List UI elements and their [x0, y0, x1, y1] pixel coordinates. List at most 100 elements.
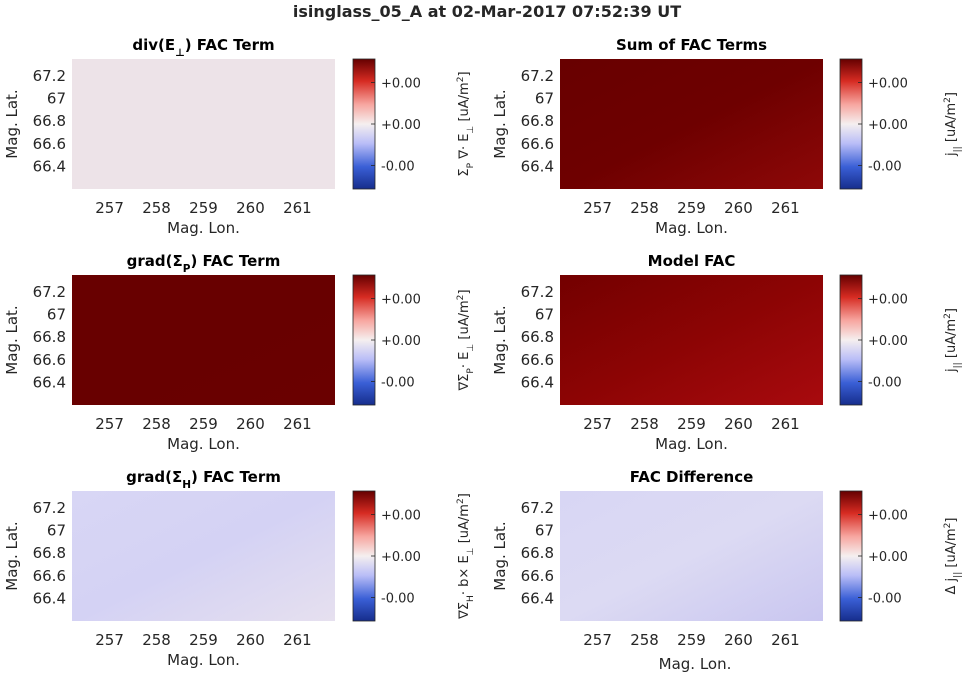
colorbar-label: ∇ΣH· b× E⊥ [uA/m2] — [456, 493, 476, 620]
x-tick-label: 258 — [630, 631, 659, 649]
x-tick-label: 259 — [189, 415, 218, 433]
y-tick-label: 66.6 — [33, 351, 66, 369]
colorbar-tick-label: +0.00 — [868, 550, 908, 565]
x-tick-label: 260 — [724, 631, 753, 649]
colorbar-tick-label: +0.00 — [868, 76, 908, 91]
panel-title: grad(ΣH) FAC Term — [126, 468, 281, 491]
colorbar-tick-label: -0.00 — [381, 160, 415, 175]
colorbar-tick-label: +0.00 — [381, 550, 421, 565]
x-tick-label: 261 — [283, 199, 312, 217]
y-tick-label: 66.8 — [521, 544, 554, 562]
y-tick-label: 67.2 — [33, 283, 66, 301]
y-tick-label: 67.2 — [33, 67, 66, 85]
x-axis-label: Mag. Lon. — [167, 435, 240, 453]
x-axis-label: Mag. Lon. — [655, 219, 728, 237]
x-tick-label: 259 — [677, 199, 706, 217]
y-tick-label: 67.2 — [33, 499, 66, 517]
heatmap-surface — [560, 491, 823, 621]
colorbar-tick-label: -0.00 — [381, 376, 415, 391]
y-axis-label: Mag. Lat. — [3, 305, 21, 374]
colorbar-tick-label: +0.00 — [381, 292, 421, 307]
heatmap-surface — [560, 59, 823, 189]
y-tick-label: 67.2 — [521, 67, 554, 85]
colorbar-tick-label: +0.00 — [868, 118, 908, 133]
y-axis-label: Mag. Lat. — [3, 89, 21, 158]
y-tick-label: 66.4 — [521, 373, 554, 391]
x-tick-label: 259 — [677, 415, 706, 433]
x-axis-label: Mag. Lon. — [167, 651, 240, 669]
y-tick-label: 66.6 — [521, 567, 554, 585]
y-tick-label: 67 — [47, 306, 66, 324]
y-tick-label: 67 — [47, 90, 66, 108]
y-axis-label: Mag. Lat. — [491, 89, 509, 158]
x-tick-label: 257 — [95, 415, 124, 433]
figure-title: isinglass_05_A at 02-Mar-2017 07:52:39 U… — [293, 2, 681, 21]
colorbar-tick-label: +0.00 — [868, 334, 908, 349]
x-tick-label: 261 — [283, 415, 312, 433]
panel-title: Model FAC — [648, 252, 736, 270]
x-tick-label: 260 — [236, 415, 265, 433]
colorbar-label: ∇ΣP· E⊥ [uA/m2] — [456, 289, 476, 391]
y-tick-label: 66.8 — [521, 328, 554, 346]
colorbar-tick-label: -0.00 — [868, 160, 902, 175]
y-tick-label: 66.8 — [521, 112, 554, 130]
panel-title: Sum of FAC Terms — [616, 36, 767, 54]
x-tick-label: 260 — [236, 631, 265, 649]
y-tick-label: 66.6 — [33, 567, 66, 585]
y-tick-label: 66.8 — [33, 112, 66, 130]
x-tick-label: 258 — [630, 199, 659, 217]
heatmap-surface — [560, 275, 823, 405]
y-tick-label: 66.8 — [33, 544, 66, 562]
x-tick-label: 257 — [95, 631, 124, 649]
panel-title: grad(ΣP) FAC Term — [127, 252, 281, 275]
x-tick-label: 261 — [771, 199, 800, 217]
panel-3: grad(ΣP) FAC Term 67.2 67 66.8 66.6 66.4 257 25… — [3, 252, 476, 453]
y-tick-label: 67 — [47, 522, 66, 540]
x-tick-label: 260 — [724, 415, 753, 433]
x-tick-label: 260 — [724, 199, 753, 217]
x-tick-label: 261 — [283, 631, 312, 649]
y-tick-label: 66.4 — [33, 157, 66, 175]
bottom-x-axis-label: Mag. Lon. — [659, 655, 732, 673]
y-tick-label: 67.2 — [521, 499, 554, 517]
y-tick-label: 66.4 — [33, 589, 66, 607]
colorbar-tick-label: +0.00 — [381, 76, 421, 91]
x-tick-label: 257 — [95, 199, 124, 217]
x-tick-label: 259 — [189, 631, 218, 649]
panel-2: Sum of FAC Terms 67.2 67 66.8 66.6 66.4 257 258… — [491, 36, 963, 237]
colorbar-label: Δ j|| [uA/m2] — [943, 517, 963, 594]
y-tick-label: 66.4 — [33, 373, 66, 391]
y-tick-label: 66.4 — [521, 589, 554, 607]
y-axis-label: Mag. Lat. — [3, 521, 21, 590]
x-tick-label: 257 — [583, 199, 612, 217]
colorbar-label: j|| [uA/m2] — [943, 308, 963, 373]
y-tick-label: 66.6 — [33, 135, 66, 153]
y-tick-label: 67 — [535, 90, 554, 108]
colorbar-tick-label: +0.00 — [381, 334, 421, 349]
x-tick-label: 258 — [142, 631, 171, 649]
y-tick-label: 66.8 — [33, 328, 66, 346]
colorbar-tick-label: -0.00 — [381, 592, 415, 607]
x-tick-label: 258 — [142, 199, 171, 217]
panel-4: Model FAC 67.2 67 66.8 66.6 66.4 257 258 259 260 2… — [491, 252, 963, 453]
y-tick-label: 67.2 — [521, 283, 554, 301]
x-tick-label: 259 — [677, 631, 706, 649]
y-axis-label: Mag. Lat. — [491, 305, 509, 374]
y-tick-label: 66.4 — [521, 157, 554, 175]
colorbar-tick-label: +0.00 — [868, 292, 908, 307]
heatmap-surface — [72, 491, 335, 621]
heatmap-surface — [72, 59, 335, 189]
x-tick-label: 257 — [583, 415, 612, 433]
panel-1: div(E⊥) FAC Term 67.2 67 66.8 66.6 66.4 257 258… — [3, 36, 476, 237]
x-tick-label: 257 — [583, 631, 612, 649]
x-tick-label: 261 — [771, 631, 800, 649]
x-tick-label: 258 — [630, 415, 659, 433]
y-axis-label: Mag. Lat. — [491, 521, 509, 590]
x-tick-label: 258 — [142, 415, 171, 433]
colorbar-label: ΣP ∇· E⊥ [uA/m2] — [456, 71, 476, 176]
y-tick-label: 66.6 — [521, 351, 554, 369]
panel-title: FAC Difference — [630, 468, 754, 486]
colorbar-tick-label: +0.00 — [868, 508, 908, 523]
x-tick-label: 260 — [236, 199, 265, 217]
